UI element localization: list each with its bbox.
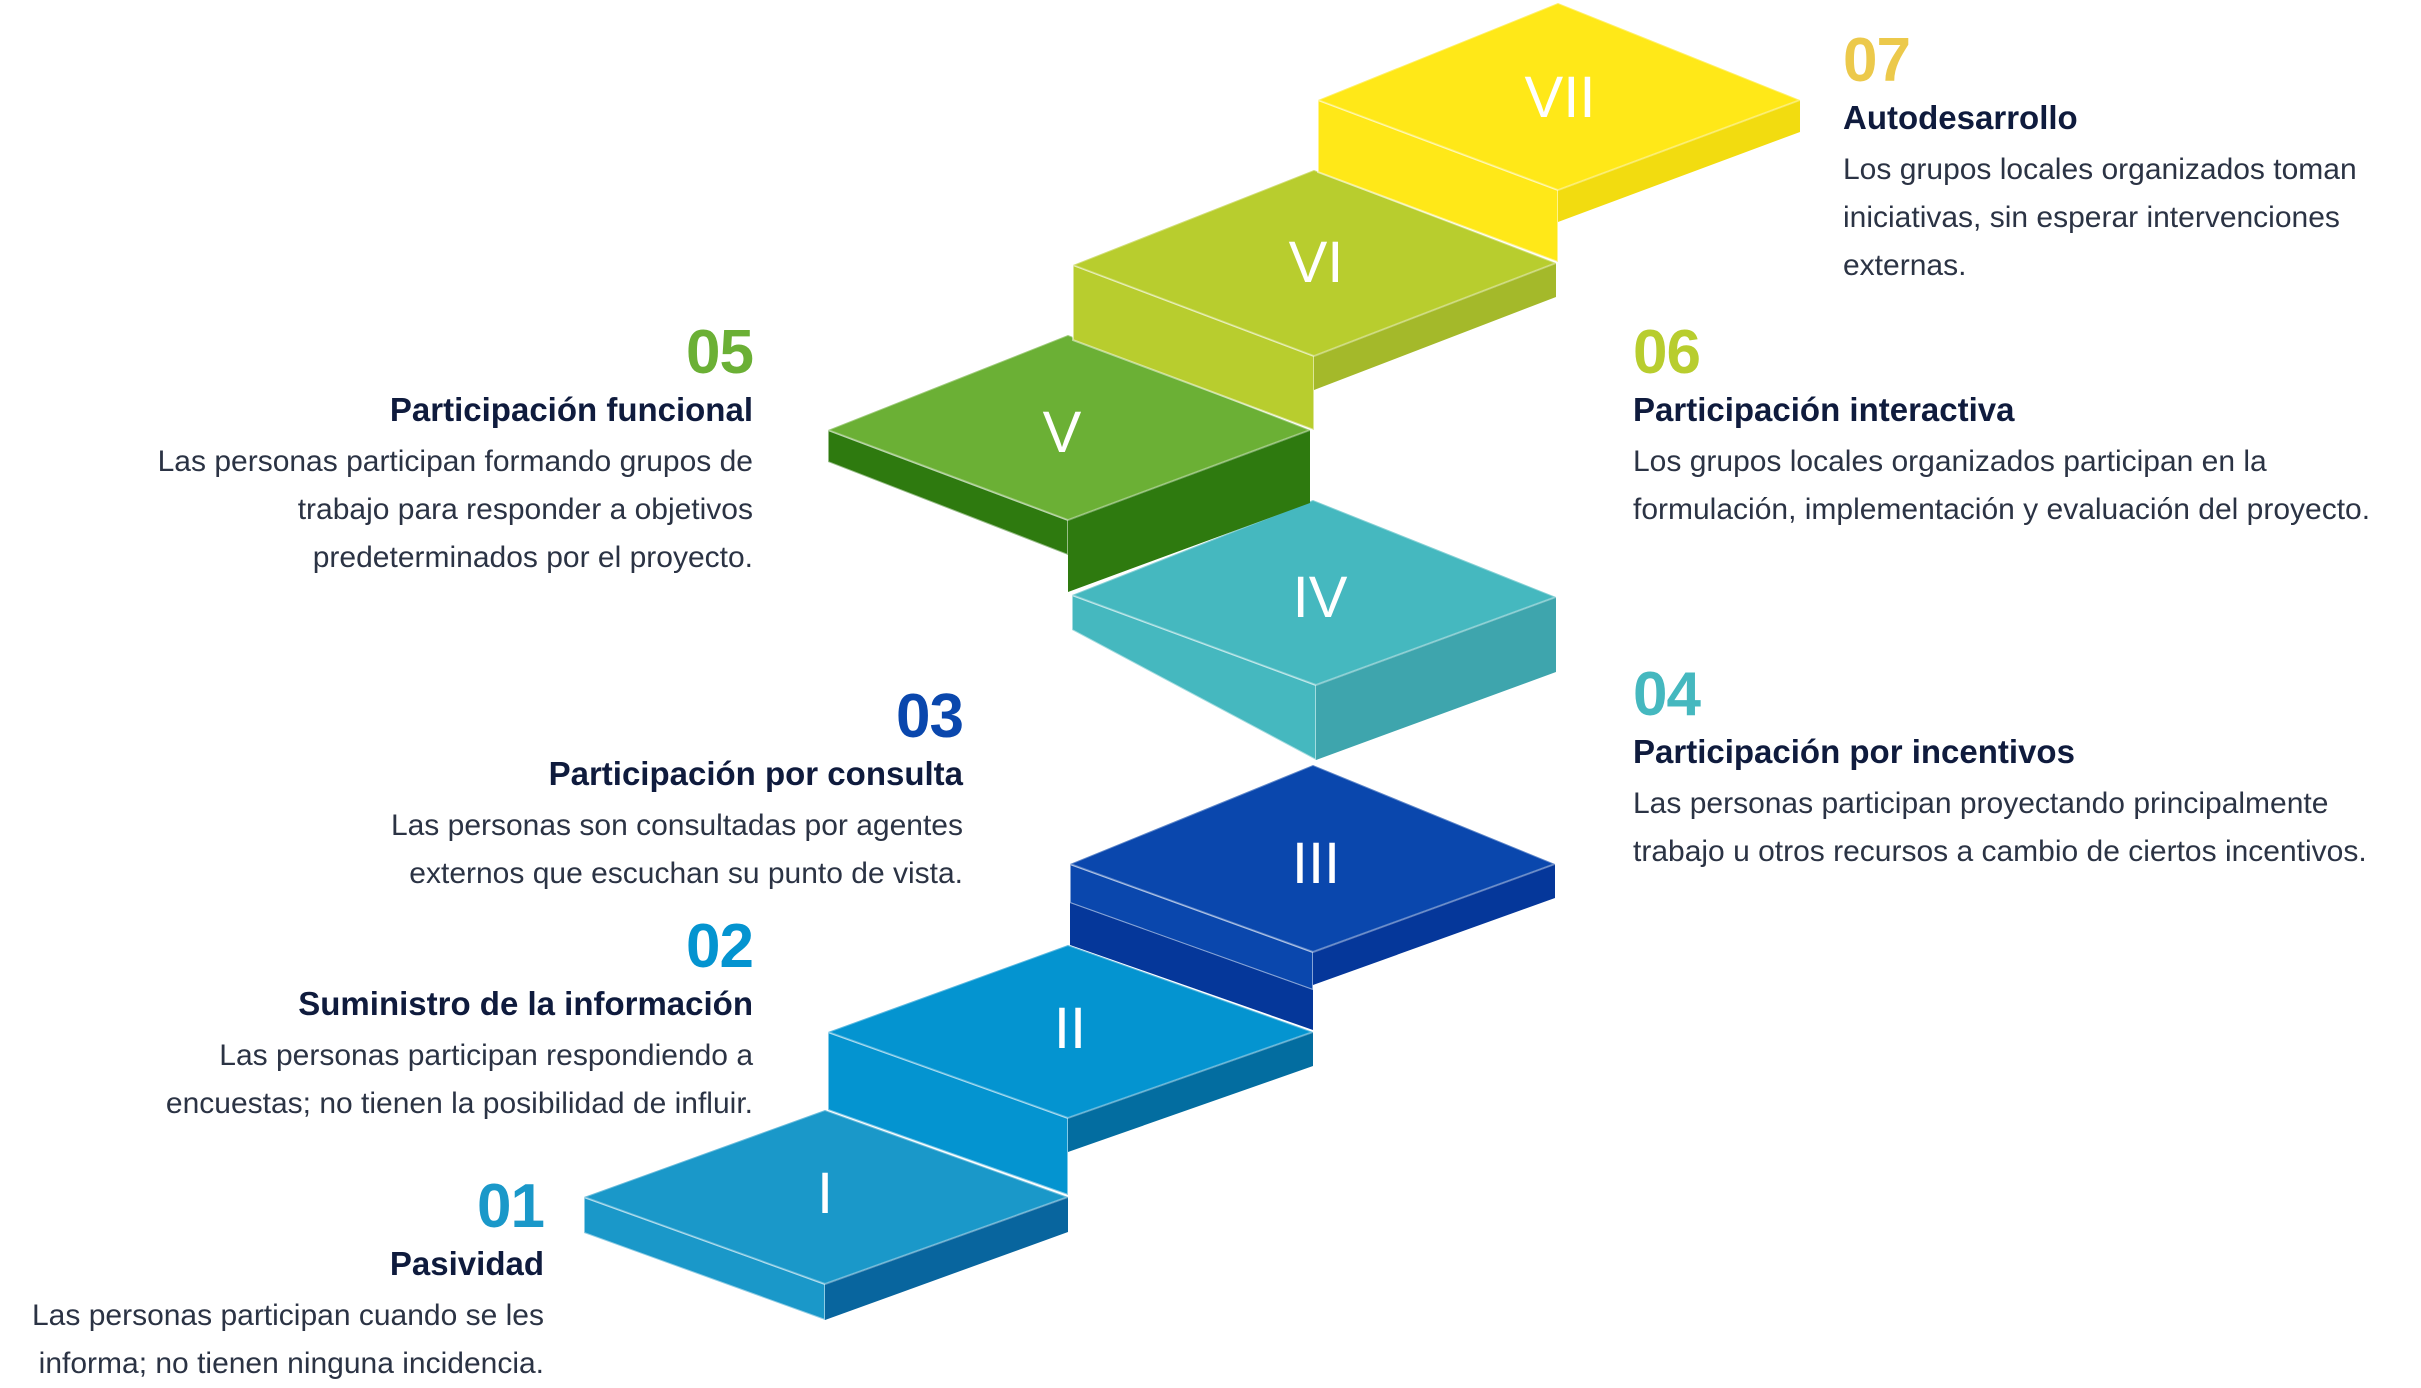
step-IV: IV [1069, 498, 1559, 762]
step-04-text: 04 Participación por incentivos Las pers… [1633, 660, 2418, 876]
step-VI-roman: VI [1289, 230, 1344, 295]
step-IV-side [1316, 597, 1556, 760]
step-06-text: 06 Participación interactiva Los grupos … [1633, 318, 2418, 534]
step-V: V [825, 333, 1313, 592]
step-03-number: 03 [896, 682, 964, 751]
step-IV-top [1069, 498, 1559, 687]
step-VI-side [1314, 263, 1556, 390]
step-VI-top [1070, 168, 1559, 358]
step-VII-top [1315, 1, 1803, 192]
step-V-roman: V [1043, 400, 1082, 465]
step-I: I [581, 1108, 1071, 1322]
step-05-line-3: predeterminados por el proyecto. [312, 541, 753, 574]
step-I-roman: I [817, 1161, 833, 1226]
step-VII-side [1558, 100, 1800, 222]
step-01-title: Pasividad [389, 1245, 544, 1282]
step-02-number: 02 [686, 912, 754, 981]
step-05-number: 05 [686, 318, 754, 387]
step-II-top [825, 943, 1317, 1120]
step-05-line-1: Las personas participan formando grupos … [157, 445, 753, 478]
step-VII: VII [1315, 1, 1803, 264]
step-I-top [581, 1108, 1071, 1286]
step-03-description: Las personas son consultadas por agentes… [263, 802, 963, 898]
step-III-top [1067, 763, 1558, 954]
step-05-line-2: trabajo para responder a objetivos [297, 493, 753, 526]
step-06-line-2: formulación, implementación y evaluación… [1633, 493, 2371, 526]
step-07-line-1: Los grupos locales organizados toman [1843, 153, 2357, 186]
step-07-number: 07 [1843, 26, 1911, 95]
step-01-line-2: informa; no tienen ninguna incidencia. [38, 1347, 544, 1380]
step-II: II [825, 943, 1317, 1197]
step-03-line-1: Las personas son consultadas por agentes [390, 809, 963, 842]
step-V-side [1068, 430, 1310, 592]
step-07-line-3: externas. [1843, 249, 1967, 282]
step-07-text: 07 Autodesarrollo Los grupos locales org… [1843, 26, 2413, 290]
step-02-line-2: encuestas; no tienen la posibilidad de i… [165, 1087, 753, 1120]
step-III-riser [1070, 903, 1313, 1030]
step-06-line-1: Los grupos locales organizados participa… [1633, 445, 2267, 478]
step-05-text: 05 Participación funcional Las personas … [33, 318, 754, 582]
step-02-text: 02 Suministro de la información Las pers… [13, 912, 754, 1128]
step-02-title: Suministro de la información [298, 985, 753, 1022]
step-07-title: Autodesarrollo [1843, 99, 2078, 136]
step-III-roman: III [1292, 831, 1340, 896]
step-05-title: Participación funcional [389, 391, 753, 428]
step-01-description: Las personas participan cuando se les in… [0, 1292, 544, 1388]
step-IV-roman: IV [1293, 565, 1348, 630]
step-VI: VI [1070, 168, 1559, 432]
step-06-number: 06 [1633, 318, 1701, 387]
step-01-text: 01 Pasividad Las personas participan cua… [0, 1172, 545, 1388]
step-06-title: Participación interactiva [1633, 391, 2015, 428]
step-03-line-2: externos que escuchan su punto de vista. [409, 857, 963, 890]
step-07-description: Los grupos locales organizados toman ini… [1843, 146, 2413, 290]
step-01-line-1: Las personas participan cuando se les [32, 1299, 544, 1332]
step-III: III [1067, 763, 1558, 1030]
step-02-description: Las personas participan respondiendo a e… [13, 1032, 753, 1128]
step-III-side [1313, 864, 1555, 985]
step-04-description: Las personas participan proyectando prin… [1633, 780, 2418, 876]
step-04-line-1: Las personas participan proyectando prin… [1633, 787, 2329, 820]
step-II-front [827, 1030, 1069, 1197]
step-04-line-2: trabajo u otros recursos a cambio de cie… [1633, 835, 2367, 868]
step-03-title: Participación por consulta [548, 755, 963, 792]
step-07-line-2: iniciativas, sin esperar intervenciones [1843, 201, 2340, 234]
step-VII-roman: VII [1525, 65, 1596, 130]
step-II-side [1068, 1032, 1313, 1152]
step-V-top [825, 333, 1313, 522]
step-I-side [825, 1197, 1068, 1320]
step-04-title: Participación por incentivos [1633, 733, 2075, 770]
step-II-roman: II [1054, 996, 1086, 1061]
step-04-number: 04 [1633, 660, 1701, 729]
step-01-number: 01 [477, 1172, 545, 1241]
step-03-text: 03 Participación por consulta Las person… [263, 682, 964, 898]
step-06-description: Los grupos locales organizados participa… [1633, 438, 2418, 534]
step-05-description: Las personas participan formando grupos … [33, 438, 753, 582]
step-VI-front [1072, 263, 1315, 432]
step-02-line-1: Las personas participan respondiendo a [219, 1039, 753, 1072]
